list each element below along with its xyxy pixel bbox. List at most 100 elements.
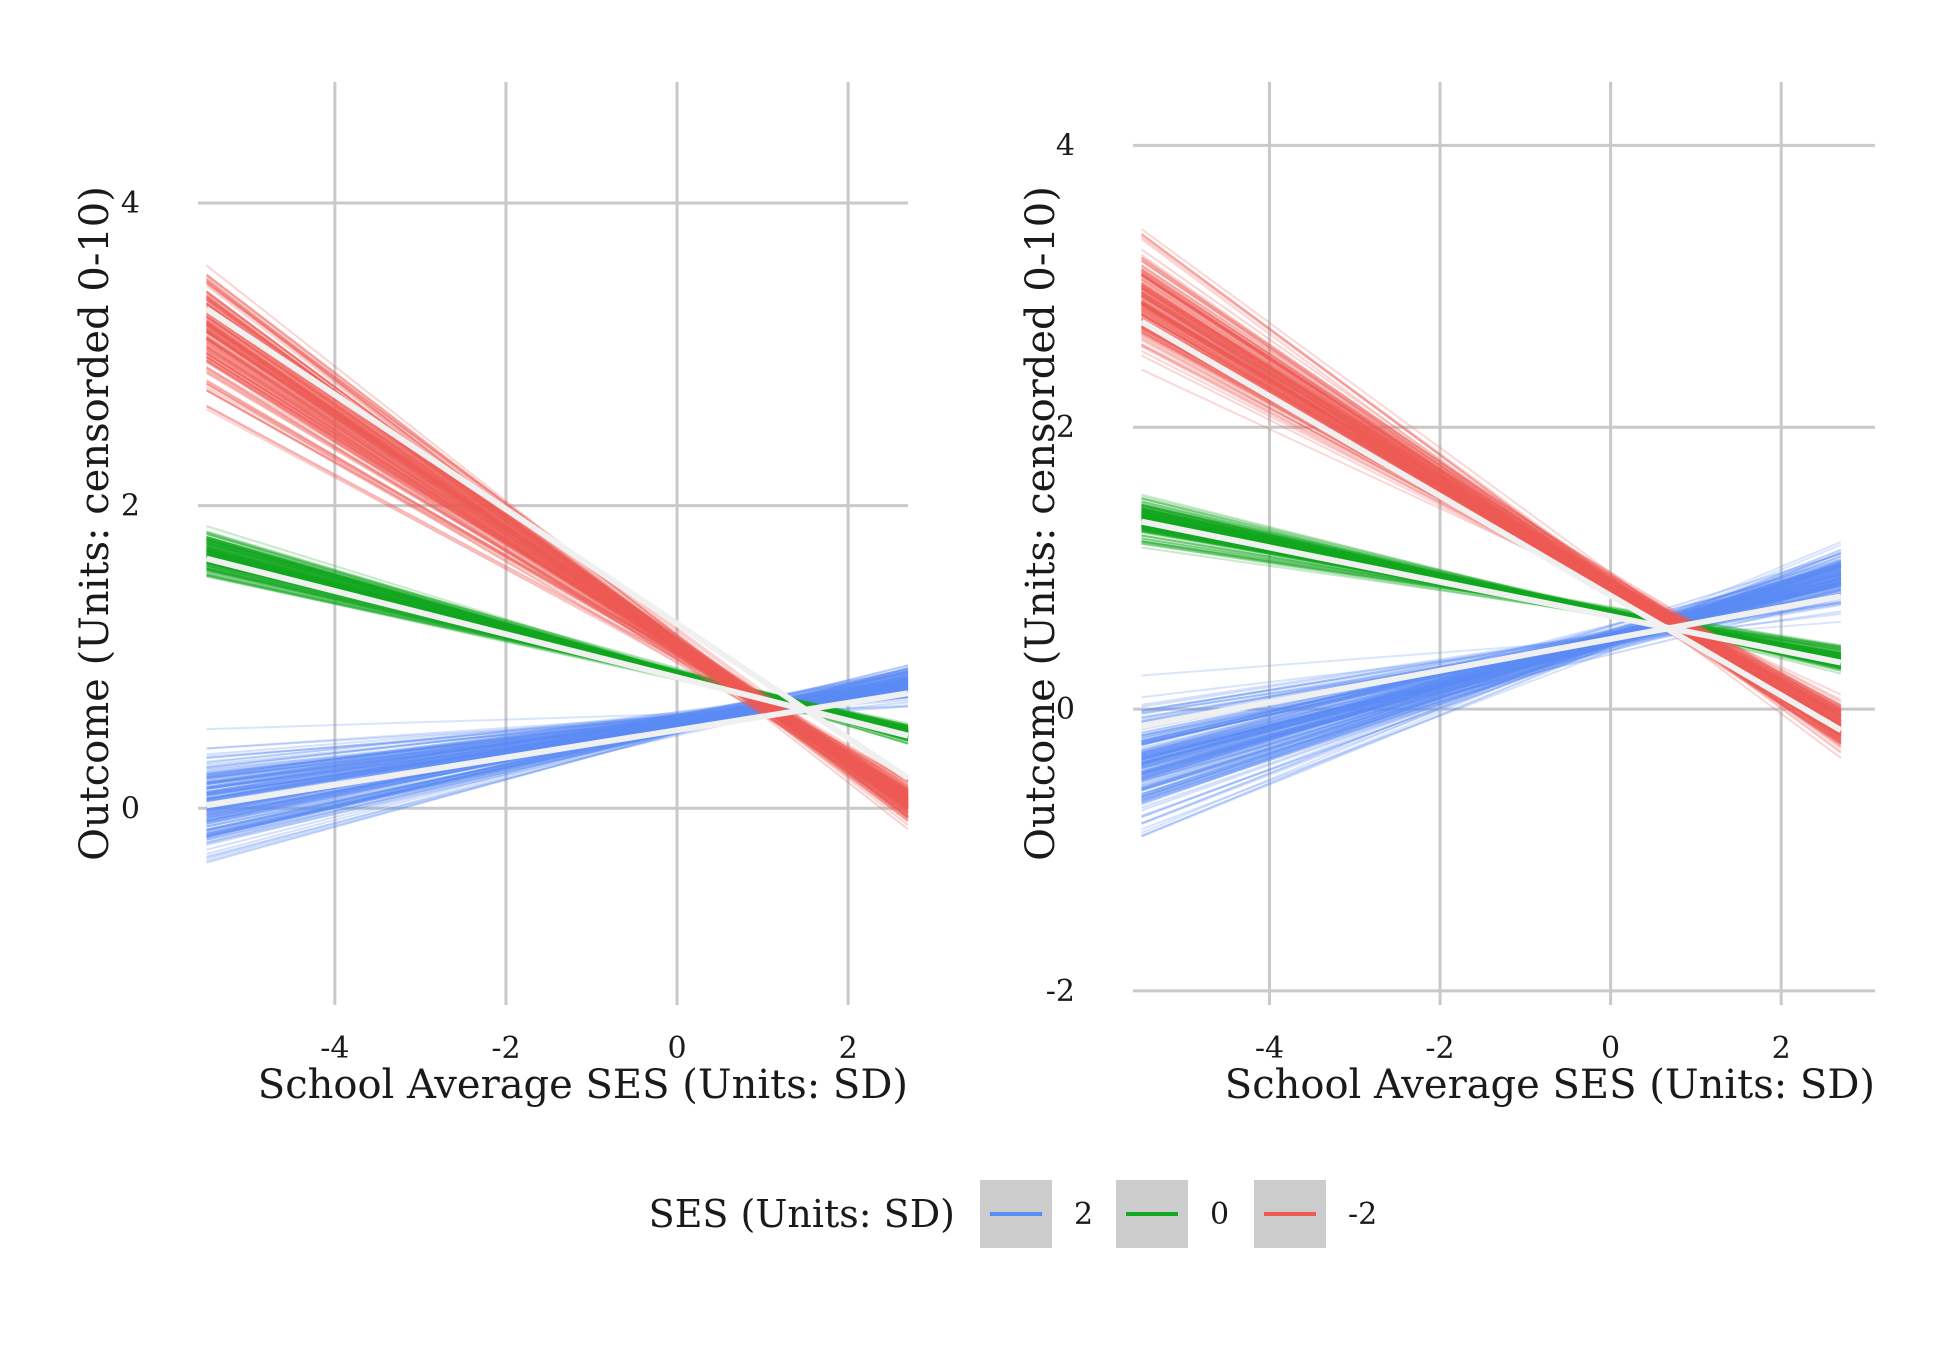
series--2-draw [1141,293,1842,730]
series-2-draw [1141,565,1842,781]
series-2-draw [1141,564,1842,798]
series--2-draw [205,325,909,806]
series-0-draw [1141,516,1842,661]
series--2-draw [206,339,909,799]
series--2-draw [1141,329,1842,714]
series--2-draw [206,404,909,784]
series--2-draw [1141,312,1842,724]
panel-left: -4 -2 0 2 0 2 4 School Average SES (Units: SD) O… [72,82,910,1108]
series-0-draw [1141,513,1842,661]
series-0-draw [1141,511,1842,658]
series-2-draw [1141,551,1842,837]
series-2-draw [1141,574,1842,761]
series--2-draw [1141,308,1842,717]
series--2-draw [206,382,909,785]
series--2-draw [1140,228,1842,743]
series--2-draw [205,327,909,802]
series--2-draw [1140,257,1842,734]
series-2-draw [1141,566,1842,780]
series--2-draw [206,337,909,800]
legend-label-neg2: -2 [1348,1197,1377,1232]
series-2-draw [1141,575,1842,789]
series-2-draw [1141,576,1842,763]
series-0-draw [1141,507,1842,662]
series--2-draw [205,330,909,806]
series--2-draw [1141,310,1842,726]
series-2-draw [1141,580,1842,770]
series-2-draw [1141,560,1842,792]
series-2-draw [1141,576,1842,764]
series-2-draw [1141,573,1842,784]
series--2-draw [205,311,909,810]
series--2-draw [205,323,909,804]
series--2-draw [1141,310,1842,718]
series-2-draw [1141,584,1842,745]
series--2-draw [1141,295,1842,728]
series-2-draw [1141,612,1842,699]
series--2-draw [206,351,909,799]
series--2-draw [205,291,909,812]
series--2-draw [1141,304,1842,718]
series-2-draw [1141,574,1842,761]
series-2-draw [1141,580,1842,767]
series-2-draw [1141,573,1842,777]
series--2-draw [205,310,909,801]
series--2-draw [206,351,909,794]
series-2-draw [1141,551,1842,819]
series-2-draw [1141,552,1842,806]
series-2-draw [1141,581,1842,759]
series--2-draw [1141,294,1842,725]
series--2-draw [206,380,909,791]
series-2-draw [1141,560,1842,801]
series--2-draw [205,296,909,809]
series--2-draw [205,320,909,807]
series-2-draw [1141,564,1842,787]
series--2-draw [1140,291,1842,729]
series--2-draw [206,352,909,801]
series-2-draw [1141,558,1842,779]
series-2-draw [1141,562,1842,775]
series--2-draw [205,313,909,809]
series-2-draw [1141,561,1842,818]
series--2-draw [205,292,909,808]
series--2-draw [206,366,909,800]
series--2-draw [1140,279,1842,734]
series-2-draw [1141,578,1842,766]
series--2-draw [1141,316,1842,722]
series--2-draw [206,359,909,808]
series--2-draw [206,328,909,795]
series-2-draw [1141,560,1842,812]
series--2-draw [205,322,909,808]
series-2-draw [1141,572,1842,769]
series--2-draw [205,320,909,806]
series--2-draw [205,331,909,809]
series--2-draw [206,385,909,782]
series-0-draw [1141,546,1842,649]
series--2-draw [1141,314,1842,727]
series--2-draw [1141,311,1842,726]
series-2-draw [1141,577,1842,766]
series--2-draw [205,315,909,807]
series--2-draw [205,328,909,810]
series-2-draw [206,669,909,820]
x-tick-label: -2 [491,1031,520,1066]
series--2-draw [205,290,909,818]
series--2-draw [205,323,909,808]
series-2-draw [1141,573,1842,757]
series--2-draw [205,320,909,800]
series--2-draw [206,342,909,798]
series-0-draw [1141,542,1842,648]
series--2-draw [205,314,909,808]
series-2-draw [1141,575,1842,755]
series--2-draw [1140,274,1842,722]
series-2-draw [1141,569,1842,795]
series-2-draw [1141,583,1842,763]
series--2-draw [1141,294,1842,722]
series--2-draw [206,338,909,807]
series--2-draw [205,309,909,809]
series--2-draw [1141,293,1842,730]
series--2-draw [1141,290,1842,726]
legend-item-2: 2 [980,1180,1093,1248]
series-2-draw [1141,582,1842,759]
series--2-draw [1141,301,1842,718]
